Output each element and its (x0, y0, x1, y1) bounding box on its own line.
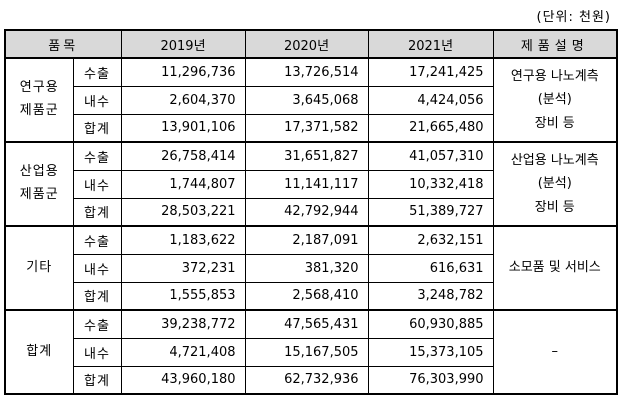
value-2019: 4,721,408 (120, 337, 246, 367)
table-row: 기타 수출 1,183,622 2,187,091 2,632,151 소모품 … (4, 225, 618, 311)
row-label-cell: 수출 (72, 225, 122, 255)
value-2021: 4,424,056 (367, 85, 494, 115)
table-row: 산업용 제품군 수출 26,758,414 31,651,827 41,057,… (4, 141, 618, 227)
value-2020: 13,726,514 (244, 57, 369, 87)
group-name-cell: 기타 (4, 225, 74, 311)
value-2020: 3,645,068 (244, 85, 369, 115)
row-label-cell: 합계 (72, 113, 122, 143)
value-2019: 43,960,180 (120, 365, 246, 395)
value-2020: 2,187,091 (244, 225, 369, 255)
value-2021: 41,057,310 (367, 141, 494, 171)
description-cell: – (492, 309, 618, 395)
value-2021: 10,332,418 (367, 169, 494, 199)
group-name-cell: 합계 (4, 309, 74, 395)
description-cell: 산업용 나노계측 (분석) 장비 등 (492, 141, 618, 227)
table-row: 합계 28,503,221 42,792,944 51,389,727 (5, 197, 617, 227)
row-label-cell: 수출 (72, 57, 122, 87)
row-label-cell: 수출 (72, 309, 122, 339)
row-label-cell: 내수 (72, 253, 122, 283)
header-item: 품목 (4, 29, 122, 59)
value-2021: 616,631 (367, 253, 494, 283)
value-2021: 76,303,990 (367, 365, 494, 395)
header-row: 품목 2019년 2020년 2021년 제품설명 (4, 29, 618, 59)
row-label-cell: 합계 (72, 197, 122, 227)
value-2019: 28,503,221 (120, 197, 246, 227)
value-2019: 1,555,853 (120, 281, 246, 311)
table-row: 내수 372,231 381,320 616,631 (5, 253, 617, 283)
value-2021: 60,930,885 (367, 309, 494, 339)
value-2021: 3,248,782 (367, 281, 494, 311)
value-2019: 1,744,807 (120, 169, 246, 199)
row-label-cell: 내수 (72, 169, 122, 199)
unit-label: (단위: 천원) (536, 10, 611, 25)
value-2019: 1,183,622 (120, 225, 246, 255)
group-name-cell: 연구용 제품군 (4, 57, 74, 143)
value-2021: 2,632,151 (367, 225, 494, 255)
value-2019: 26,758,414 (120, 141, 246, 171)
value-2020: 11,141,117 (244, 169, 369, 199)
table-row: 내수 1,744,807 11,141,117 10,332,418 (5, 169, 617, 199)
table-row: 합계 43,960,180 62,732,936 76,303,990 (5, 365, 617, 395)
value-2019: 13,901,106 (120, 113, 246, 143)
table-row: 내수 4,721,408 15,167,505 15,373,105 (5, 337, 617, 367)
header-2020: 2020년 (244, 29, 369, 59)
header-2021: 2021년 (367, 29, 494, 59)
value-2020: 17,371,582 (244, 113, 369, 143)
row-label-cell: 내수 (72, 337, 122, 367)
value-2020: 42,792,944 (244, 197, 369, 227)
table-row: 내수 2,604,370 3,645,068 4,424,056 (5, 85, 617, 115)
sales-table: 품목 2019년 2020년 2021년 제품설명 연구용 제품군 수출 11,… (4, 29, 619, 395)
value-2021: 51,389,727 (367, 197, 494, 227)
value-2021: 17,241,425 (367, 57, 494, 87)
value-2021: 15,373,105 (367, 337, 494, 367)
value-2020: 31,651,827 (244, 141, 369, 171)
row-label-cell: 수출 (72, 141, 122, 171)
value-2019: 2,604,370 (120, 85, 246, 115)
table-row: 합계 1,555,853 2,568,410 3,248,782 (5, 281, 617, 311)
value-2020: 47,565,431 (244, 309, 369, 339)
value-2020: 62,732,936 (244, 365, 369, 395)
value-2020: 2,568,410 (244, 281, 369, 311)
row-label-cell: 합계 (72, 365, 122, 395)
description-cell: 소모품 및 서비스 (492, 225, 618, 311)
header-description: 제품설명 (492, 29, 618, 59)
value-2019: 11,296,736 (120, 57, 246, 87)
value-2020: 15,167,505 (244, 337, 369, 367)
row-label-cell: 합계 (72, 281, 122, 311)
table-row: 합계 13,901,106 17,371,582 21,665,480 (5, 113, 617, 143)
table-row: 합계 수출 39,238,772 47,565,431 60,930,885 – (4, 309, 618, 395)
value-2019: 372,231 (120, 253, 246, 283)
description-cell: 연구용 나노계측 (분석) 장비 등 (492, 57, 618, 143)
group-name-cell: 산업용 제품군 (4, 141, 74, 227)
table-row: 연구용 제품군 수출 11,296,736 13,726,514 17,241,… (4, 57, 618, 143)
value-2021: 21,665,480 (367, 113, 494, 143)
value-2020: 381,320 (244, 253, 369, 283)
header-2019: 2019년 (120, 29, 246, 59)
value-2019: 39,238,772 (120, 309, 246, 339)
row-label-cell: 내수 (72, 85, 122, 115)
